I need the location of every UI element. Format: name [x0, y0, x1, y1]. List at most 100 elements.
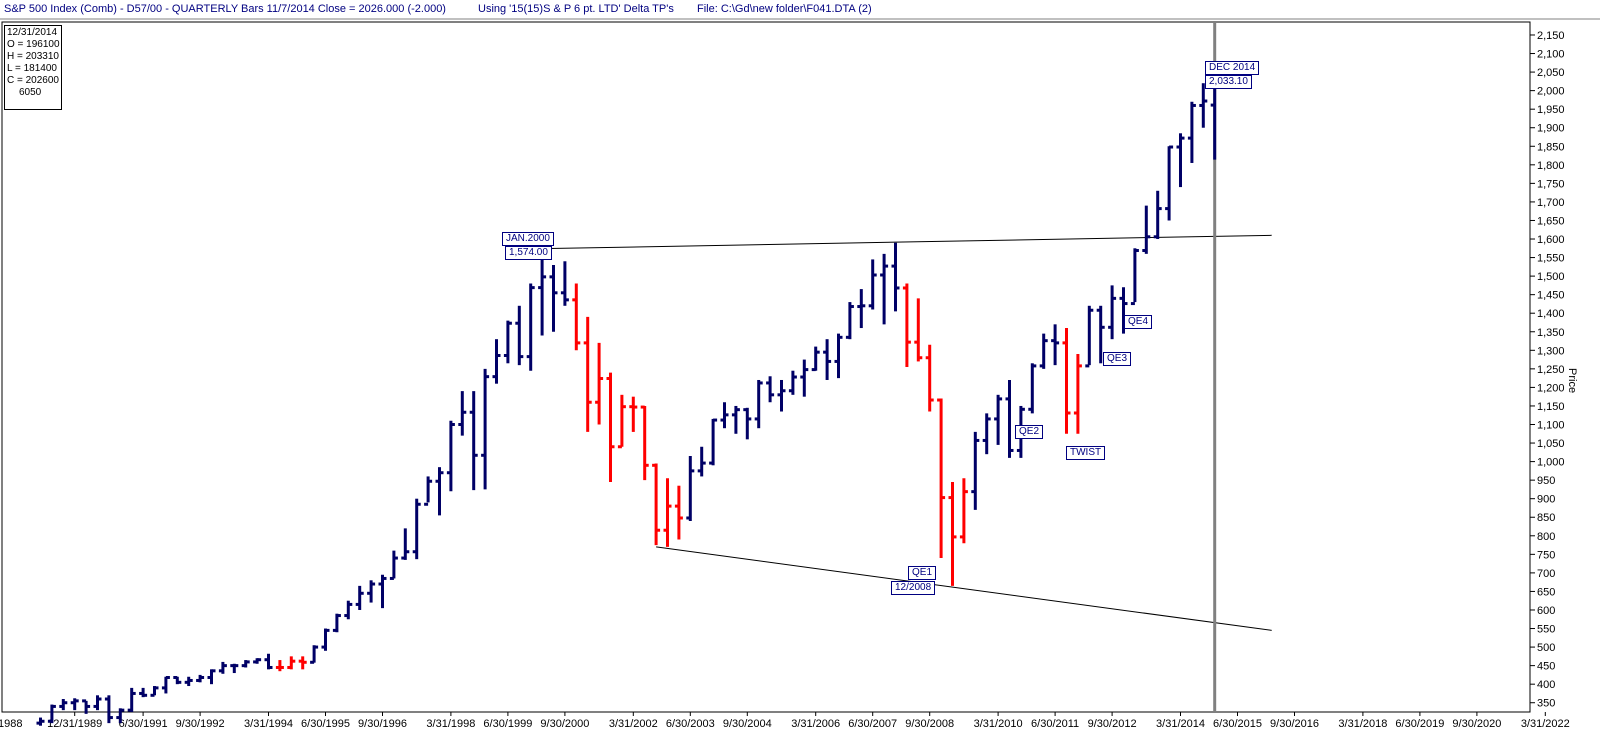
y-tick-label: 550 — [1537, 624, 1555, 636]
ohlc-bar — [59, 699, 68, 711]
y-tick-label: 350 — [1537, 698, 1555, 710]
header-file: File: C:\Gd\new folder\F041.DTA (2) — [697, 3, 872, 15]
x-tick-label: 9/30/2020 — [1452, 718, 1501, 730]
ohlc-bar — [127, 687, 136, 712]
y-tick-label: 1,750 — [1537, 178, 1565, 190]
ohlc-bar — [36, 717, 45, 726]
ohlc-bar — [994, 394, 1003, 445]
ohlc-bar — [777, 379, 786, 412]
ohlc-bar — [275, 660, 284, 672]
ohlc-bar — [424, 476, 433, 506]
ohlc-bar — [287, 656, 296, 670]
ohlc-bar — [1051, 324, 1060, 366]
x-tick-label: 3/31/2014 — [1156, 718, 1205, 730]
x-tick-label: 3/31/2018 — [1338, 718, 1387, 730]
ohlc-bar — [47, 704, 56, 724]
header-title: S&P 500 Index (Comb) - D57/00 - QUARTERL… — [4, 3, 446, 15]
ohlc-bar — [971, 431, 980, 510]
ohlc-bar — [184, 676, 193, 687]
ohlc-bar — [1153, 190, 1162, 240]
y-tick-label: 1,400 — [1537, 308, 1565, 320]
y-tick-label: 1,800 — [1537, 160, 1565, 172]
x-tick-label: 3/31/2002 — [609, 718, 658, 730]
ohlc-bar — [1005, 379, 1014, 458]
ohlc-bar — [1210, 78, 1219, 160]
y-tick-label: 1,700 — [1537, 197, 1565, 209]
ohlc-bar — [663, 478, 672, 547]
ohlc-bar — [788, 370, 797, 395]
ohlc-open: O = 196100 — [7, 39, 60, 50]
ohlc-bar — [686, 456, 695, 521]
ohlc-bar — [446, 420, 455, 492]
ohlc-bar — [264, 653, 273, 670]
ohlc-bar — [1130, 248, 1139, 306]
ohlc-bar — [367, 580, 376, 603]
annotation-dec2014-value: 2,033.10 — [1205, 75, 1252, 89]
ohlc-bar — [880, 253, 889, 325]
x-tick-label: 9/30/2000 — [540, 718, 589, 730]
ohlc-bar — [412, 498, 421, 560]
y-tick-label: 1,600 — [1537, 234, 1565, 246]
ohlc-bar — [435, 467, 444, 516]
ohlc-bar — [891, 242, 900, 312]
annotation-qe4: QE4 — [1124, 315, 1153, 329]
header-using: Using '15(15)S & P 6 pt. LTD' Delta TP's — [478, 3, 674, 15]
trendline — [542, 234, 1272, 250]
y-tick-label: 1,000 — [1537, 457, 1565, 469]
y-tick-label: 1,900 — [1537, 123, 1565, 135]
y-tick-label: 950 — [1537, 475, 1555, 487]
y-tick-label: 650 — [1537, 586, 1555, 598]
x-tick-label: 9/30/1992 — [176, 718, 225, 730]
ohlc-bar — [697, 446, 706, 477]
x-tick-label: 3/31/2006 — [791, 718, 840, 730]
x-tick-label: 9/30/2004 — [723, 718, 772, 730]
ohlc-high: H = 203310 — [7, 51, 59, 62]
x-tick-label: 6/30/2003 — [666, 718, 715, 730]
ohlc-bar — [1073, 354, 1082, 434]
annotation-twist: TWIST — [1066, 446, 1106, 460]
y-tick-label: 1,050 — [1537, 438, 1565, 450]
ohlc-bar — [617, 394, 626, 449]
ohlc-bar — [731, 405, 740, 434]
y-tick-label: 1,150 — [1537, 401, 1565, 413]
x-tick-label: 6/30/1991 — [119, 718, 168, 730]
y-tick-label: 700 — [1537, 568, 1555, 580]
y-tick-label: 1,550 — [1537, 253, 1565, 265]
ohlc-bar — [811, 346, 820, 372]
ohlc-bar — [139, 687, 148, 698]
ohlc-bar — [1062, 328, 1071, 434]
ohlc-bar — [196, 674, 205, 683]
ohlc-bar — [629, 396, 638, 432]
y-tick-label: 750 — [1537, 549, 1555, 561]
ohlc-bar — [720, 402, 729, 429]
y-tick-label: 1,950 — [1537, 104, 1565, 116]
ohlc-bar — [150, 686, 159, 697]
x-tick-label: /1988 — [0, 718, 22, 730]
y-tick-label: 1,250 — [1537, 364, 1565, 376]
ohlc-bar — [481, 368, 490, 490]
ohlc-bar — [857, 289, 866, 329]
annotation-qe2: QE2 — [1015, 425, 1044, 439]
ohlc-bar — [469, 391, 478, 491]
y-tick-label: 900 — [1537, 494, 1555, 506]
x-tick-label: 3/31/1994 — [244, 718, 293, 730]
y-tick-label: 1,450 — [1537, 290, 1565, 302]
ohlc-bar — [70, 698, 79, 711]
chart-header: S&P 500 Index (Comb) - D57/00 - QUARTERL… — [0, 0, 1600, 18]
ohlc-bar — [1085, 305, 1094, 368]
ohlc-bar — [458, 391, 467, 436]
ohlc-bar — [583, 316, 592, 432]
annotation-qe1-date: 12/2008 — [891, 581, 936, 595]
ohlc-bar — [218, 661, 227, 674]
ohlc-extra: 6050 — [19, 87, 42, 98]
y-tick-label: 1,650 — [1537, 215, 1565, 227]
annotation-qe1: QE1 — [908, 566, 937, 580]
x-tick-label: 6/30/2007 — [848, 718, 897, 730]
ohlc-bar — [173, 676, 182, 685]
ohlc-bar — [709, 418, 718, 466]
ohlc-bar — [766, 376, 775, 403]
ohlc-bar — [378, 574, 387, 609]
ohlc-bar — [526, 283, 535, 371]
ohlc-bar — [925, 344, 934, 412]
